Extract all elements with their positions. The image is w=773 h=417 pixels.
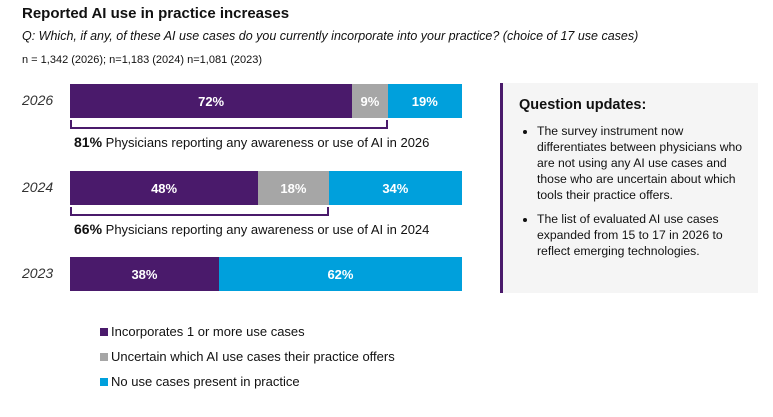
legend-item: No use cases present in practice: [100, 374, 300, 389]
bar-segment: 48%: [70, 171, 259, 205]
awareness-callout: 66% Physicians reporting any awareness o…: [74, 221, 430, 237]
box-bullet: The survey instrument now differentiates…: [537, 123, 744, 203]
bar-segment: 18%: [258, 171, 329, 205]
year-label: 2026: [22, 92, 54, 108]
chart-title: Reported AI use in practice increases: [22, 5, 290, 22]
chart-question: Q: Which, if any, of these AI use cases …: [22, 29, 639, 43]
bar-2023: 38% 62%: [70, 257, 462, 291]
bar-segment: 19%: [387, 84, 462, 118]
year-label: 2023: [22, 265, 54, 281]
year-label: 2024: [22, 179, 54, 195]
legend-item: Incorporates 1 or more use cases: [100, 324, 305, 339]
bar-segment: 72%: [70, 84, 353, 118]
awareness-bracket: [70, 207, 329, 216]
legend-swatch: [100, 352, 108, 361]
bar-2026: 72% 9% 19%: [70, 84, 462, 118]
bar-segment: 34%: [328, 171, 462, 205]
box-heading: Question updates:: [519, 97, 647, 113]
awareness-bracket: [70, 120, 388, 129]
bar-segment: 9%: [352, 84, 388, 118]
bar-2024: 48% 18% 34%: [70, 171, 462, 205]
question-updates-box: Question updates: The survey instrument …: [500, 83, 758, 293]
sample-size-note: n = 1,342 (2026); n=1,183 (2024) n=1,081…: [22, 54, 263, 66]
awareness-callout: 81% Physicians reporting any awareness o…: [74, 134, 430, 150]
legend-swatch: [100, 327, 108, 336]
bar-segment: 62%: [218, 257, 462, 291]
legend-item: Uncertain which AI use cases their pract…: [100, 349, 395, 364]
box-bullet: The list of evaluated AI use cases expan…: [537, 211, 744, 259]
bar-segment: 38%: [70, 257, 219, 291]
legend-swatch: [100, 377, 108, 386]
